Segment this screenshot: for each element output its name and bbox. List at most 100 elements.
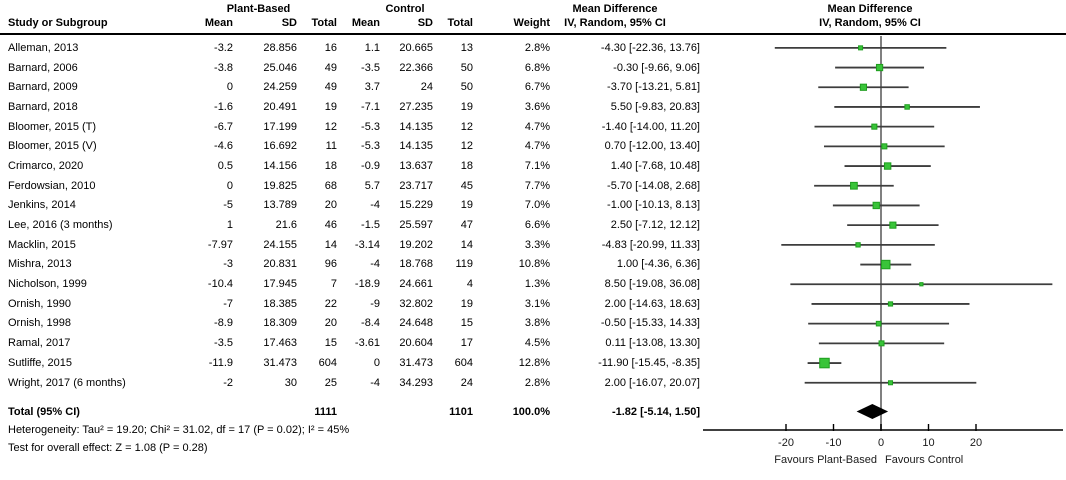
study-row: Sutliffe, 2015 -11.9 31.473 604 0 31.473 604 12…: [0, 353, 700, 373]
ci-text-cell: -5.70 [-14.08, 2.68]: [607, 179, 700, 192]
plant-mean-cell: -3: [223, 258, 233, 271]
plant-mean-cell: -2: [223, 376, 233, 389]
control-mean-cell: -18.9: [354, 278, 380, 291]
control-mean-cell: 5.7: [364, 179, 380, 192]
effect-marker: [859, 83, 868, 91]
control-mean-cell: -5.3: [361, 140, 380, 153]
ci-text-cell: 0.70 [-12.00, 13.40]: [604, 140, 700, 153]
control-mean-cell: 1.1: [364, 41, 380, 54]
plant-sd-cell: 18.385: [263, 297, 297, 310]
plant-total-cell: 604: [318, 356, 337, 369]
plant-sd-cell: 13.789: [263, 199, 297, 212]
control-sd-cell: 23.717: [399, 179, 433, 192]
study-row: Bloomer, 2015 (V) -4.6 16.692 11 -5.3 14.135 1…: [0, 136, 700, 156]
plant-total-cell: 15: [324, 337, 337, 350]
ci-text-cell: -0.50 [-15.33, 14.33]: [600, 317, 700, 330]
plant-sd-cell: 28.856: [263, 41, 297, 54]
control-mean-cell: -3.61: [354, 337, 380, 350]
control-sd-column-header: SD: [417, 17, 433, 29]
study-row: Lee, 2016 (3 months) 1 21.6 46 -1.5 25.597 47 6…: [0, 215, 700, 235]
weight-cell: 7.1%: [524, 159, 550, 172]
effect-marker: [887, 301, 894, 307]
study-row: Bloomer, 2015 (T) -6.7 17.199 12 -5.3 14.135 1…: [0, 117, 700, 137]
study-name-cell: Barnard, 2006: [8, 61, 78, 74]
plant-total-cell: 11: [325, 140, 337, 153]
plant-sd-cell: 16.692: [263, 140, 297, 153]
plant-mean-cell: -3.8: [214, 61, 233, 74]
study-name-cell: Ornish, 1998: [8, 317, 71, 330]
effect-marker: [878, 340, 885, 347]
plant-sd-cell: 18.309: [263, 317, 297, 330]
control-sd-cell: 27.235: [399, 100, 433, 113]
control-sd-cell: 22.366: [399, 61, 433, 74]
plant-total-cell: 14: [324, 238, 337, 251]
plant-sd-column-header: SD: [281, 17, 297, 29]
total-diamond: [856, 404, 889, 419]
plant-total-cell: 22: [324, 297, 337, 310]
effect-marker: [887, 380, 894, 386]
md-plot-header-title: Mean Difference: [827, 3, 913, 15]
plant-sd-cell: 19.825: [263, 179, 297, 192]
control-total-cell: 50: [460, 61, 473, 74]
favours-left-label: Favours Plant-Based: [774, 454, 877, 466]
weight-cell: 2.8%: [524, 41, 550, 54]
md-text-header-method: IV, Random, 95% CI: [564, 17, 666, 29]
control-mean-cell: -9: [370, 297, 380, 310]
control-mean-cell: -3.5: [361, 61, 380, 74]
control-sd-cell: 24: [420, 81, 433, 94]
plant-total-cell: 49: [324, 61, 337, 74]
plant-total-cell: 12: [324, 120, 337, 133]
plant-mean-cell: -1.6: [214, 100, 233, 113]
control-sd-cell: 13.637: [399, 159, 433, 172]
ci-text-cell: -3.70 [-13.21, 5.81]: [607, 81, 700, 94]
total-label-cell: Total (95% CI): [8, 405, 80, 418]
effect-marker: [889, 221, 897, 229]
study-name-cell: Sutliffe, 2015: [8, 356, 73, 369]
plant-sd-cell: 20.491: [263, 100, 297, 113]
control-mean-cell: -8.4: [361, 317, 380, 330]
header-rule: [0, 33, 1066, 35]
study-row: Ornish, 1998 -8.9 18.309 20 -8.4 24.648 15 3.8%…: [0, 314, 700, 334]
plant-total-cell: 96: [324, 258, 337, 271]
control-total-cell: 19: [460, 199, 473, 212]
control-total-cell: 13: [460, 41, 473, 54]
control-sd-cell: 25.597: [399, 219, 433, 232]
ci-text-cell: 2.50 [-7.12, 12.12]: [610, 219, 700, 232]
study-name-cell: Nicholson, 1999: [8, 278, 87, 291]
weight-cell: 10.8%: [518, 258, 550, 271]
control-total-cell: 15: [460, 317, 473, 330]
plant-sd-cell: 24.259: [263, 81, 297, 94]
axis-tick-label: -20: [778, 437, 794, 449]
weight-cell: 3.8%: [524, 317, 550, 330]
control-sd-cell: 14.135: [399, 120, 433, 133]
total-weight-cell: 100.0%: [512, 405, 550, 418]
effect-marker: [881, 259, 891, 270]
weight-cell: 1.3%: [524, 278, 550, 291]
plant-total-cell: 68: [324, 179, 337, 192]
effect-marker: [850, 181, 858, 190]
axis-tick-label: 0: [878, 437, 884, 449]
plant-sd-cell: 20.831: [263, 258, 297, 271]
control-total-cell: 18: [460, 159, 473, 172]
ci-text-cell: -0.30 [-9.66, 9.06]: [613, 61, 700, 74]
weight-cell: 6.8%: [524, 61, 550, 74]
ci-text-cell: 2.00 [-14.63, 18.63]: [604, 297, 700, 310]
axis-tick-label: 10: [922, 437, 934, 449]
plant-total-cell: 20: [324, 199, 337, 212]
effect-marker: [819, 357, 830, 369]
overall-effect-note: Test for overall effect: Z = 1.08 (P = 0…: [8, 442, 208, 454]
control-total-cell: 17: [460, 337, 473, 350]
plant-mean-cell: -5: [223, 199, 233, 212]
study-row: Macklin, 2015 -7.97 24.155 14 -3.14 19.202 14 3…: [0, 235, 700, 255]
plant-mean-cell: -7.97: [207, 238, 233, 251]
study-row: Alleman, 2013 -3.2 28.856 16 1.1 20.665 13 2.8%…: [0, 38, 700, 58]
study-name-cell: Jenkins, 2014: [8, 199, 76, 212]
control-sd-cell: 15.229: [399, 199, 433, 212]
control-mean-cell: -3.14: [354, 238, 380, 251]
study-row: Barnard, 2009 0 24.259 49 3.7 24 50 6.7% -3.70 […: [0, 77, 700, 97]
control-total-cell: 45: [460, 179, 473, 192]
study-table-body: Alleman, 2013 -3.2 28.856 16 1.1 20.665 13 2.8%…: [0, 38, 700, 392]
axis-tick-label: -10: [826, 437, 842, 449]
study-name-cell: Wright, 2017 (6 months): [8, 376, 126, 389]
ci-text-cell: -4.83 [-20.99, 11.33]: [601, 238, 700, 251]
